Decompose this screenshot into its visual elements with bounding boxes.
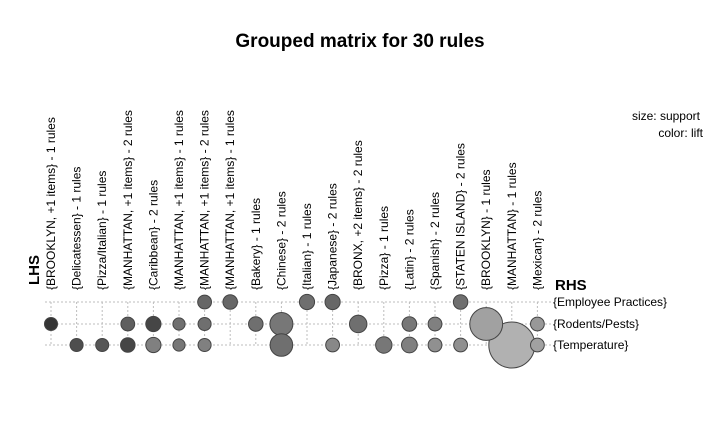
- rule-bubble: [530, 337, 545, 353]
- rule-bubble: [453, 337, 469, 353]
- lhs-tick-label: {MANHATTAN} - 1 rules: [505, 162, 519, 290]
- lhs-tick-label: {Latin} - 2 rules: [402, 209, 416, 290]
- lhs-tick-label: {Pizza/Italian} - 1 rules: [95, 171, 109, 290]
- rule-bubble: [427, 337, 443, 353]
- chart-title: Grouped matrix for 30 rules: [235, 31, 484, 52]
- rule-bubble: [348, 314, 368, 334]
- rule-bubble: [69, 337, 84, 353]
- rule-bubble: [120, 337, 136, 353]
- lhs-labels: {BROOKLYN, +1 items} - 1 rules {Delicates…: [44, 110, 544, 290]
- rule-bubble: [145, 315, 162, 333]
- lhs-tick-label: {Pizza} - 1 rules: [377, 206, 391, 290]
- lhs-tick-label: {MANHATTAN, +1 items} - 2 rules: [121, 110, 135, 290]
- lhs-tick-label: {BROOKLYN} - 1 rules: [479, 170, 493, 291]
- lhs-tick-label: {Delicatessen} - 1 rules: [70, 167, 84, 290]
- lhs-tick-label: {Spanish} - 2 rules: [428, 192, 442, 290]
- lhs-tick-label: {MANHATTAN, +1 items} - 2 rules: [198, 110, 212, 290]
- rule-bubble: [43, 316, 59, 332]
- rhs-axis-title: RHS: [555, 277, 587, 294]
- rule-bubble: [95, 337, 110, 353]
- rule-bubble: [401, 316, 418, 332]
- lhs-tick-label: {Mexican} - 2 rules: [530, 191, 544, 290]
- lhs-tick-label: {BROOKLYN, +1 items} - 1 rules: [44, 117, 58, 290]
- rule-bubble: [324, 293, 341, 311]
- rule-bubble: [269, 312, 294, 336]
- rule-bubble: [269, 333, 294, 357]
- rule-bubble: [248, 316, 264, 332]
- rhs-tick-label: {Employee Practices}: [553, 295, 667, 309]
- legend-color: color: lift: [658, 126, 703, 140]
- rule-bubble: [222, 294, 238, 310]
- lhs-tick-label: {Bakery} - 1 rules: [249, 198, 263, 290]
- lhs-axis-title: LHS: [26, 255, 43, 285]
- rhs-tick-label: {Rodents/Pests}: [553, 317, 639, 331]
- lhs-tick-label: {Chinese} - 2 rules: [274, 191, 288, 290]
- rule-bubble: [298, 293, 316, 311]
- lhs-tick-label: {STATEN ISLAND} - 2 rules: [454, 143, 468, 290]
- lhs-tick-label: {MANHATTAN, +1 items} - 1 rules: [172, 110, 186, 290]
- rule-bubble: [172, 317, 186, 331]
- rule-bubble: [530, 316, 545, 332]
- rule-bubble: [197, 294, 213, 310]
- rhs-tick-label: {Temperature}: [553, 338, 628, 352]
- rule-bubble: [469, 307, 504, 341]
- lhs-tick-label: {Italian} - 1 rules: [300, 203, 314, 290]
- rule-bubble: [325, 337, 341, 353]
- rule-bubble: [172, 338, 186, 352]
- rule-bubble: [401, 336, 418, 354]
- lhs-tick-label: {Caribbean} - 2 rules: [146, 180, 160, 290]
- bubbles: [43, 293, 545, 369]
- rule-bubble: [427, 316, 443, 332]
- rule-bubble: [375, 336, 393, 354]
- rule-bubble: [120, 316, 136, 332]
- lhs-tick-label: {MANHATTAN, +1 items} - 1 rules: [223, 110, 237, 290]
- rhs-labels: {Employee Practices} {Rodents/Pests} {Temp…: [553, 295, 667, 352]
- lhs-tick-label: {BRONX, +2 items} - 2 rules: [351, 140, 365, 290]
- rule-bubble: [197, 337, 212, 353]
- rule-bubble: [197, 316, 212, 332]
- lhs-tick-label: {Japanese} - 2 rules: [326, 183, 340, 290]
- rule-bubble: [452, 294, 469, 310]
- rule-bubble: [145, 336, 162, 354]
- legend-size: size: support: [632, 109, 701, 123]
